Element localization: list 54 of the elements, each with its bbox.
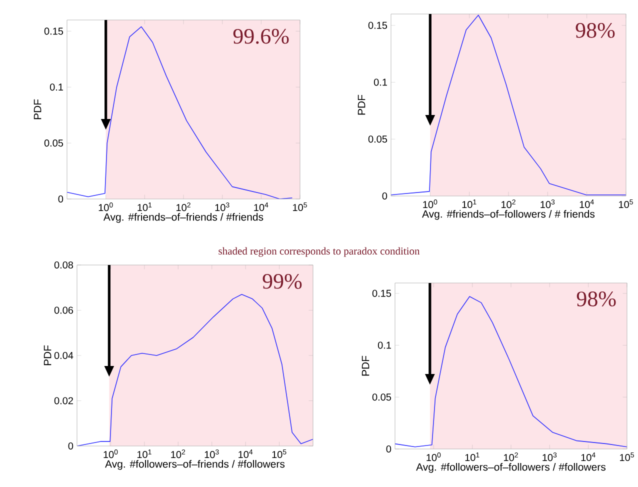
x-tick-label: 10$^{1}$: [138, 202, 152, 212]
y-tick-label: 0.1: [374, 78, 387, 86]
x-tick-label: 10$^{3}$: [215, 202, 230, 212]
y-tick-label: 0.08: [54, 261, 74, 269]
y-axis-title: PDF: [44, 345, 52, 366]
x-tick-label: 10$^{5}$: [272, 450, 286, 458]
y-tick-label: 0: [68, 442, 74, 450]
x-tick-label: 10$^{0}$: [98, 202, 113, 212]
y-tick-label: 0.04: [54, 352, 74, 360]
y-tick-label: 0: [58, 195, 64, 203]
x-tick-label: 10$^{2}$: [171, 450, 186, 458]
band-label: 99.6%: [233, 28, 289, 44]
x-tick-label: 10$^{4}$: [238, 450, 253, 458]
band-label: 99%: [262, 274, 302, 289]
y-tick-label: 0: [386, 445, 392, 453]
x-axis-title: Avg. #friends–of–followers / # friends: [422, 210, 595, 220]
y-tick-label: 0.1: [50, 84, 63, 91]
x-tick-label: 10$^{5}$: [293, 202, 307, 212]
x-tick-label: 10$^{4}$: [580, 200, 594, 208]
x-tick-label: 10$^{0}$: [104, 450, 118, 458]
y-tick-label: 0.15: [368, 22, 388, 29]
text: shaded region corresponds to paradox condition: [218, 247, 420, 257]
y-tick-label: 0.06: [54, 306, 74, 314]
x-tick-label: 10$^{4}$: [254, 202, 268, 212]
x-tick-label: 10$^{1}$: [465, 452, 480, 462]
y-tick-label: 0.15: [372, 290, 392, 297]
x-tick-label: 10$^{4}$: [581, 452, 596, 462]
x-tick-label: 10$^{3}$: [542, 452, 557, 462]
x-axis-title: Avg. #friends–of–friends / #friends: [103, 213, 264, 223]
y-tick-label: 0.15: [44, 28, 64, 35]
y-tick-label: 0.1: [378, 342, 391, 349]
y-tick-label: 0: [382, 192, 388, 200]
y-axis-title: PDF: [358, 94, 366, 115]
x-tick-label: 10$^{1}$: [462, 200, 476, 208]
y-tick-label: 0.05: [44, 140, 64, 147]
y-tick-label: 0.02: [54, 397, 73, 404]
y-axis-title: PDF: [34, 99, 42, 120]
y-tick-label: 0.05: [368, 136, 388, 143]
x-axis-title: Avg. #followers–of–friends / #followers: [105, 460, 285, 470]
x-tick-label: 10$^{0}$: [423, 200, 438, 208]
x-tick-label: 10$^{2}$: [502, 200, 516, 208]
x-tick-label: 10$^{1}$: [137, 450, 152, 458]
x-tick-label: 10$^{3}$: [540, 200, 555, 208]
band-label: 98%: [576, 22, 615, 38]
x-tick-label: 10$^{0}$: [426, 452, 441, 462]
y-tick-label: 0.05: [372, 394, 392, 401]
x-tick-label: 10$^{2}$: [504, 452, 518, 462]
x-tick-label: 10$^{5}$: [620, 452, 634, 462]
x-tick-label: 10$^{5}$: [619, 200, 633, 208]
x-tick-label: 10$^{2}$: [176, 202, 190, 212]
y-axis-title: PDF: [362, 356, 370, 376]
band-label: 98%: [576, 292, 616, 306]
x-axis-title: Avg. #followers–of–followers / #followers: [416, 463, 606, 473]
x-tick-label: 10$^{3}$: [204, 450, 219, 458]
